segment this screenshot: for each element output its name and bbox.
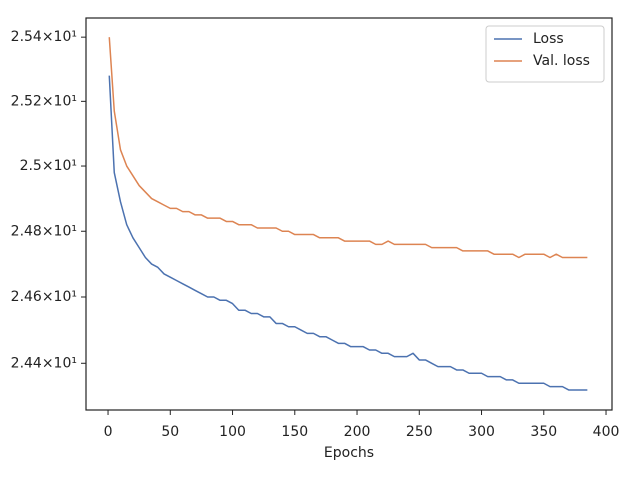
x-tick-label: 0 <box>104 424 113 440</box>
y-tick-label: 2.44×10¹ <box>11 355 77 371</box>
legend-label: Loss <box>533 31 564 47</box>
y-tick-label: 2.52×10¹ <box>11 93 77 109</box>
y-tick-label: 2.46×10¹ <box>11 289 77 305</box>
x-tick-label: 300 <box>468 424 495 440</box>
x-tick-label: 200 <box>344 424 371 440</box>
x-tick-label: 100 <box>219 424 246 440</box>
series-line <box>108 75 588 391</box>
x-tick-label: 400 <box>593 424 620 440</box>
plot-frame <box>85 17 613 411</box>
y-tick-label: 2.54×10¹ <box>11 29 77 45</box>
y-tick-label: 2.5×10¹ <box>20 158 77 174</box>
x-tick-label: 150 <box>281 424 308 440</box>
x-tick-label: 350 <box>530 424 557 440</box>
series-line <box>108 37 588 259</box>
legend: Loss Val. loss <box>485 25 605 83</box>
x-tick-label: 250 <box>406 424 433 440</box>
y-tick-label: 2.48×10¹ <box>11 223 77 239</box>
x-tick-label: 50 <box>161 424 179 440</box>
legend-label: Val. loss <box>533 53 590 69</box>
x-axis-label: Epochs <box>324 445 374 461</box>
legend-box <box>485 25 605 83</box>
